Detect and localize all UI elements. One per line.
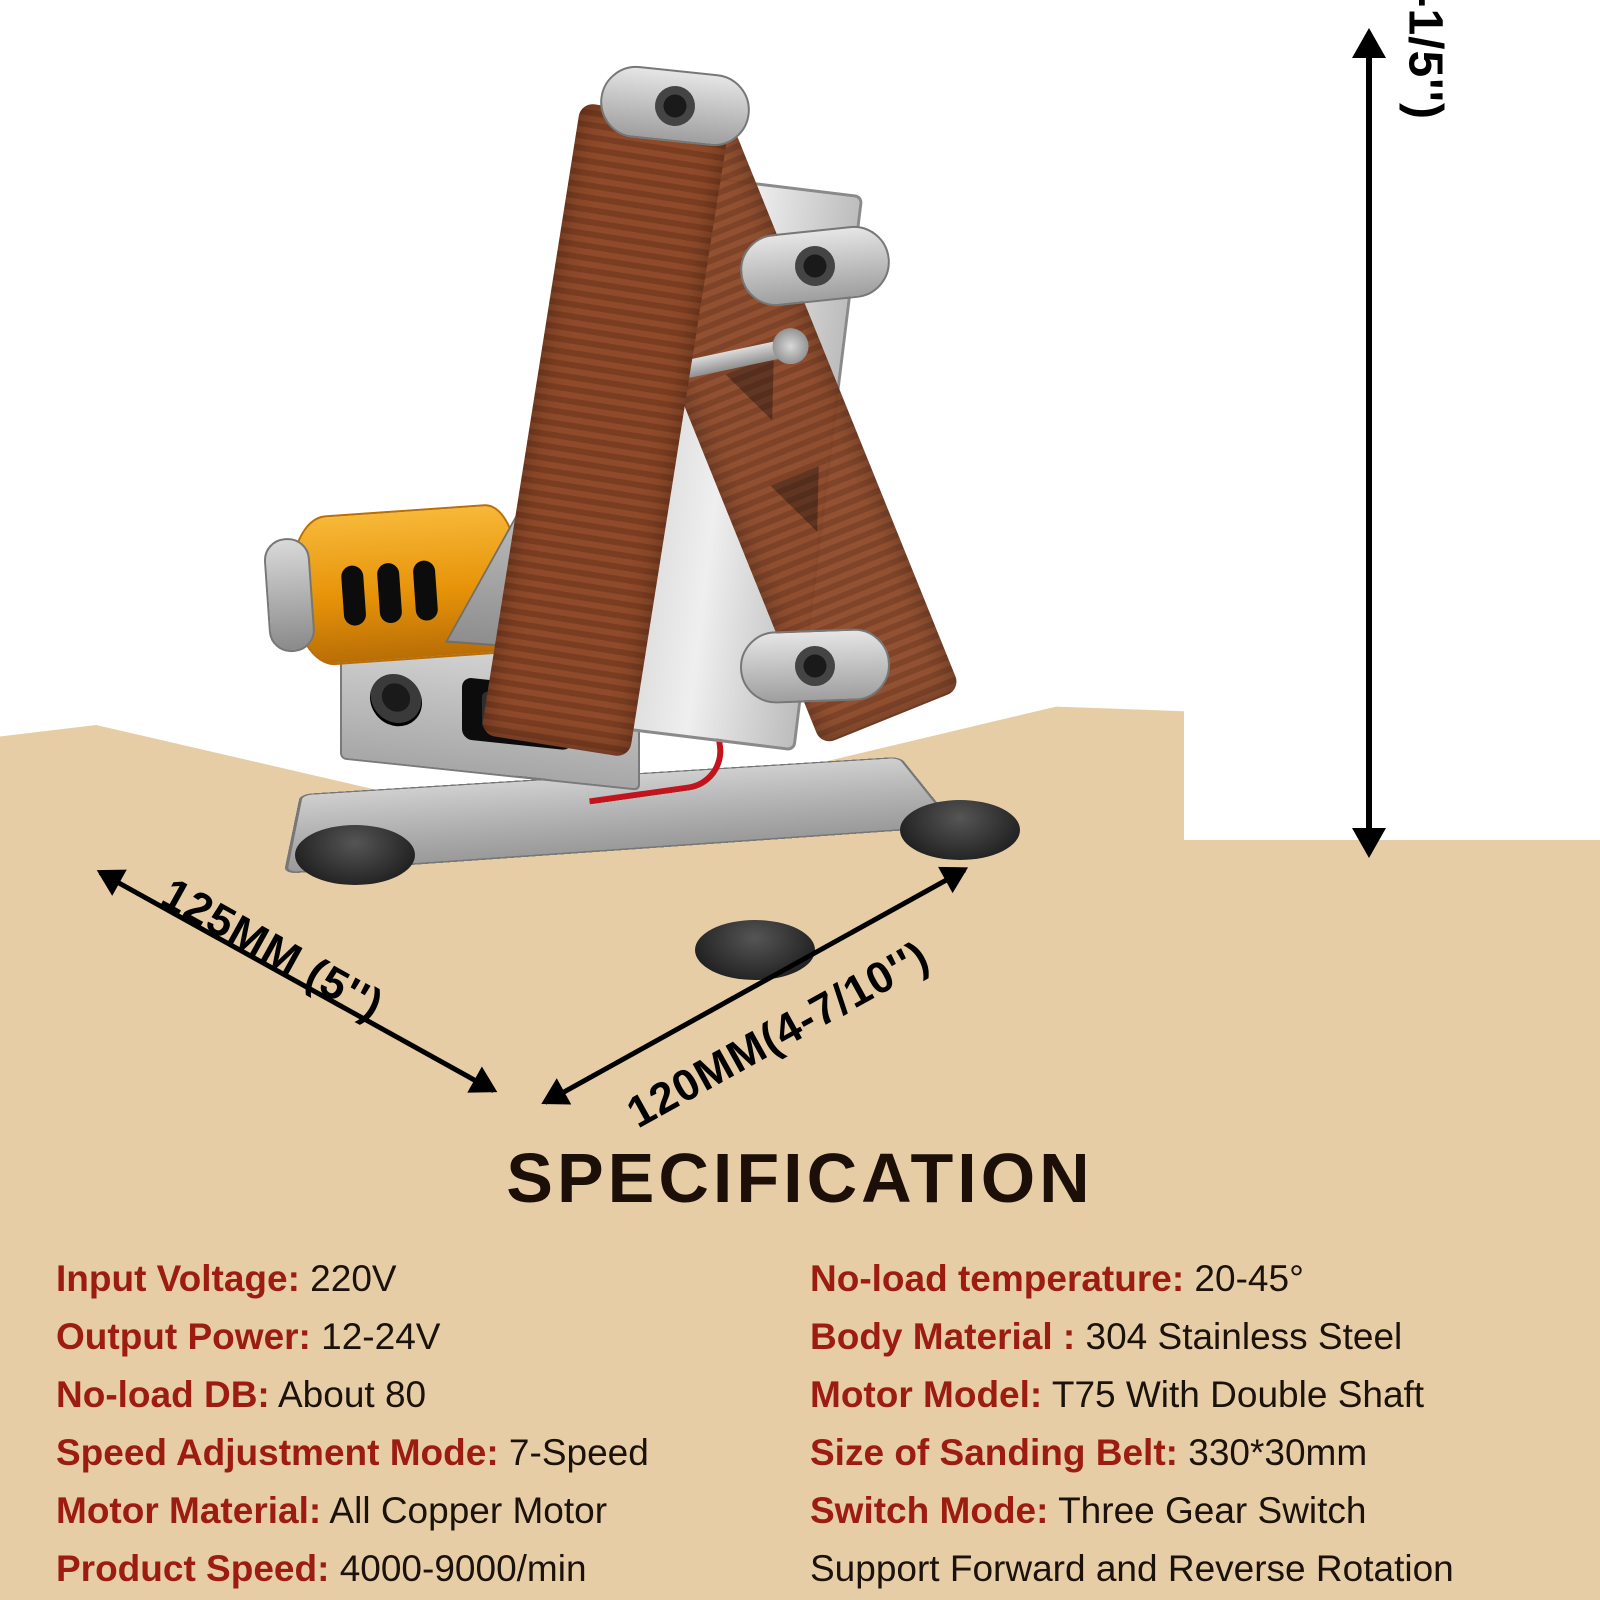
spec-key: No-load temperature: bbox=[810, 1258, 1184, 1299]
spec-value: 220V bbox=[300, 1258, 397, 1299]
spec-value: 330*30mm bbox=[1178, 1432, 1367, 1473]
roller-hub-icon bbox=[793, 244, 837, 288]
dimension-height-label: 183MM(7-1/5'') bbox=[1397, 0, 1452, 120]
spec-value: About 80 bbox=[270, 1374, 426, 1415]
spec-row: Product Speed: 4000-9000/min bbox=[56, 1540, 790, 1598]
spec-row: Input Voltage: 220V bbox=[56, 1250, 790, 1308]
spec-row: Size of Sanding Belt: 330*30mm bbox=[810, 1424, 1544, 1482]
dc-jack-icon bbox=[370, 671, 422, 728]
spec-key: Product Speed: bbox=[56, 1548, 329, 1589]
spec-columns: Input Voltage: 220V Output Power: 12-24V… bbox=[56, 1250, 1544, 1598]
rubber-foot bbox=[695, 920, 815, 980]
rubber-foot bbox=[295, 825, 415, 885]
spec-key: Input Voltage: bbox=[56, 1258, 300, 1299]
arrowhead-icon bbox=[1352, 28, 1386, 58]
spec-value: Three Gear Switch bbox=[1048, 1490, 1366, 1531]
spec-row: Speed Adjustment Mode: 7-Speed bbox=[56, 1424, 790, 1482]
spec-value: 20-45° bbox=[1184, 1258, 1304, 1299]
spec-footnote: Support Forward and Reverse Rotation bbox=[810, 1540, 1544, 1598]
spec-column-right: No-load temperature: 20-45° Body Materia… bbox=[810, 1250, 1544, 1598]
spec-row: Motor Model: T75 With Double Shaft bbox=[810, 1366, 1544, 1424]
motor-vent-slot bbox=[376, 562, 402, 623]
spec-key: Body Material : bbox=[810, 1316, 1075, 1357]
spec-value: 304 Stainless Steel bbox=[1075, 1316, 1402, 1357]
roller-hub-icon bbox=[653, 84, 697, 128]
spec-row: No-load temperature: 20-45° bbox=[810, 1250, 1544, 1308]
spec-row: Body Material : 304 Stainless Steel bbox=[810, 1308, 1544, 1366]
product-illustration bbox=[180, 40, 1080, 940]
spec-value: 12-24V bbox=[311, 1316, 441, 1357]
spec-row: Output Power: 12-24V bbox=[56, 1308, 790, 1366]
spec-value: All Copper Motor bbox=[321, 1490, 607, 1531]
spec-row: Motor Material: All Copper Motor bbox=[56, 1482, 790, 1540]
spec-key: Motor Model: bbox=[810, 1374, 1042, 1415]
motor-vent-slot bbox=[412, 560, 438, 621]
dimension-height-line bbox=[1366, 42, 1372, 832]
motor-endcap bbox=[263, 537, 317, 654]
spec-key: Switch Mode: bbox=[810, 1490, 1048, 1531]
spec-value: 7-Speed bbox=[499, 1432, 649, 1473]
rubber-foot bbox=[900, 800, 1020, 860]
roller-hub-icon bbox=[794, 645, 835, 686]
motor-vent-slot bbox=[341, 565, 367, 626]
spec-value: T75 With Double Shaft bbox=[1042, 1374, 1424, 1415]
spec-column-left: Input Voltage: 220V Output Power: 12-24V… bbox=[56, 1250, 790, 1598]
arrowhead-icon bbox=[1352, 828, 1386, 858]
spec-key: No-load DB: bbox=[56, 1374, 270, 1415]
spec-row: No-load DB: About 80 bbox=[56, 1366, 790, 1424]
spec-key: Speed Adjustment Mode: bbox=[56, 1432, 499, 1473]
spec-key: Motor Material: bbox=[56, 1490, 321, 1531]
spec-key: Output Power: bbox=[56, 1316, 311, 1357]
drive-roller bbox=[739, 627, 891, 704]
direction-arrow-icon bbox=[771, 466, 842, 541]
spec-value: 4000-9000/min bbox=[329, 1548, 586, 1589]
spec-row: Switch Mode: Three Gear Switch bbox=[810, 1482, 1544, 1540]
spec-title: SPECIFICATION bbox=[0, 1138, 1600, 1218]
spec-key: Size of Sanding Belt: bbox=[810, 1432, 1178, 1473]
